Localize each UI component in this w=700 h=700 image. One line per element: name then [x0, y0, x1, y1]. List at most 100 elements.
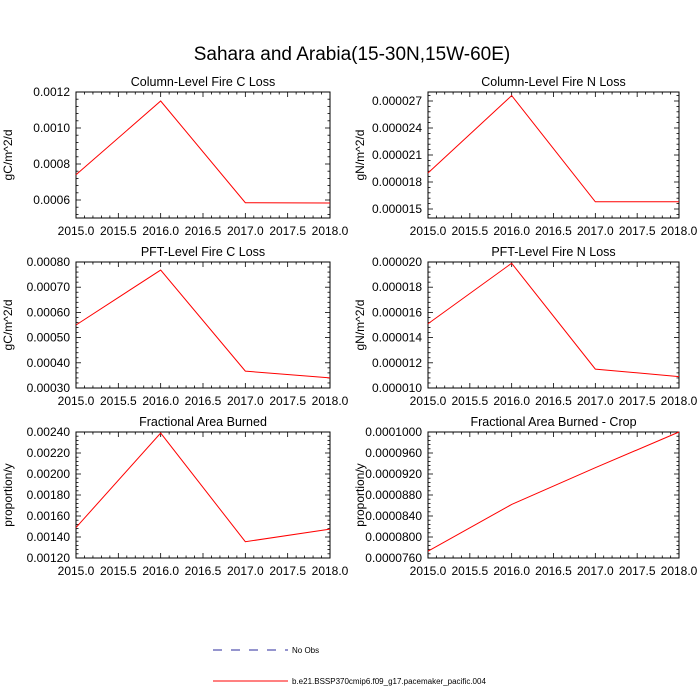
x-tick-label: 2017.5 [269, 564, 306, 578]
series-line [427, 262, 680, 378]
chart-panel-6: Fractional Area Burned - Crop 2015.0 2015.… [353, 415, 698, 578]
x-tick-label: 2018.0 [661, 224, 698, 238]
y-tick-label: 0.00180 [27, 488, 71, 502]
x-tick-label: 2016.5 [535, 564, 572, 578]
x-tick-label: 2015.5 [100, 564, 137, 578]
x-tick-label: 2015.5 [451, 564, 488, 578]
x-tick-label: 2015.5 [451, 394, 488, 408]
y-tick-label: 0.0000840 [365, 509, 422, 523]
panel-title: Fractional Area Burned [139, 415, 267, 429]
x-tick-label: 2018.0 [312, 224, 349, 238]
y-tick-label: 0.00050 [27, 331, 71, 345]
y-tick-label: 0.000027 [372, 94, 422, 108]
y-tick-label: 0.0000920 [365, 467, 422, 481]
series-line [75, 432, 331, 543]
series-line [427, 431, 680, 552]
x-tick-label: 2017.5 [619, 224, 656, 238]
y-tick-label: 0.0012 [33, 85, 70, 99]
x-tick-label: 2016.0 [142, 564, 179, 578]
x-tick-label: 2015.0 [58, 394, 95, 408]
x-tick-label: 2018.0 [661, 564, 698, 578]
legend-label-no-obs: No Obs [292, 646, 319, 655]
y-tick-label: 0.0000800 [365, 530, 422, 544]
panel-title: Column-Level Fire C Loss [131, 75, 276, 89]
y-tick-label: 0.00080 [27, 255, 71, 269]
y-axis-label: gC/m^2/d [1, 130, 15, 181]
x-tick-label: 2016.5 [185, 564, 222, 578]
x-tick-label: 2017.5 [619, 394, 656, 408]
x-tick-label: 2015.5 [451, 224, 488, 238]
x-tick-label: 2015.5 [100, 224, 137, 238]
plot-frame [75, 91, 331, 219]
chart-panel-4: PFT-Level Fire N Loss 2015.0 2015.5 2016.0 2… [353, 245, 698, 408]
x-tick-label: 2016.5 [185, 224, 222, 238]
x-tick-label: 2015.0 [410, 564, 447, 578]
chart-panel-1: Column-Level Fire C Loss 2015.0 2015.5 2016… [1, 75, 349, 238]
panel-title: Fractional Area Burned - Crop [470, 415, 636, 429]
series-line [427, 94, 679, 203]
x-tick-label: 2015.0 [410, 394, 447, 408]
x-tick-label: 2016.0 [493, 564, 530, 578]
y-tick-label: 0.00060 [27, 305, 71, 319]
y-tick-label: 0.000021 [372, 148, 422, 162]
x-tick-label: 2015.0 [410, 224, 447, 238]
y-tick-label: 0.000024 [372, 121, 422, 135]
x-tick-label: 2015.0 [58, 564, 95, 578]
y-tick-label: 0.00040 [27, 356, 71, 370]
chart-panel-3: PFT-Level Fire C Loss 2015.0 2015.5 2016.0 2… [1, 245, 349, 408]
plot-frame [427, 431, 680, 559]
series-line [75, 269, 331, 379]
panels: Column-Level Fire C Loss 2015.0 2015.5 2016… [1, 75, 698, 578]
x-tick-label: 2016.5 [185, 394, 222, 408]
y-axis-label: proportion/y [353, 463, 367, 526]
x-tick-label: 2017.5 [269, 394, 306, 408]
x-tick-label: 2016.5 [535, 224, 572, 238]
y-tick-label: 0.0010 [33, 121, 70, 135]
x-tick-label: 2017.0 [577, 564, 614, 578]
panel-title: PFT-Level Fire C Loss [141, 245, 265, 259]
x-tick-label: 2018.0 [312, 394, 349, 408]
x-tick-label: 2017.0 [227, 564, 264, 578]
x-tick-label: 2016.5 [535, 394, 572, 408]
y-tick-label: 0.000018 [372, 280, 422, 294]
y-tick-label: 0.00240 [27, 425, 71, 439]
y-tick-label: 0.00140 [27, 530, 71, 544]
x-tick-label: 2017.5 [269, 224, 306, 238]
y-tick-label: 0.00220 [27, 446, 71, 460]
plot-frame [75, 261, 331, 389]
legend-label-model: b.e21.BSSP370cmip6.f09_g17.pacemaker_pac… [292, 677, 486, 686]
x-tick-label: 2017.0 [577, 224, 614, 238]
y-tick-label: 0.000010 [372, 381, 422, 395]
x-tick-label: 2016.0 [493, 224, 530, 238]
y-tick-label: 0.000015 [372, 202, 422, 216]
y-axis-label: proportion/y [1, 463, 15, 526]
y-tick-label: 0.000012 [372, 356, 422, 370]
y-axis-label: gN/m^2/d [353, 130, 367, 181]
plot-frame [75, 431, 331, 559]
y-tick-label: 0.0000760 [365, 551, 422, 565]
legend: No Obs b.e21.BSSP370cmip6.f09_g17.pacema… [213, 646, 486, 686]
y-tick-label: 0.0001000 [365, 425, 422, 439]
y-tick-label: 0.000018 [372, 175, 422, 189]
y-tick-label: 0.00120 [27, 551, 71, 565]
panel-title: PFT-Level Fire N Loss [491, 245, 615, 259]
y-tick-label: 0.000014 [372, 331, 422, 345]
x-tick-label: 2017.0 [577, 394, 614, 408]
y-tick-label: 0.000020 [372, 255, 422, 269]
plot-frame [427, 91, 680, 219]
x-tick-label: 2017.0 [227, 224, 264, 238]
plot-frame [427, 261, 680, 389]
y-axis-label: gN/m^2/d [353, 300, 367, 351]
x-tick-label: 2018.0 [661, 394, 698, 408]
chart-panel-5: Fractional Area Burned 2015.0 2015.5 2016.0… [1, 415, 349, 578]
series-line [75, 100, 331, 204]
chart-panel-2: Column-Level Fire N Loss 2015.0 2015.5 2016… [353, 75, 698, 238]
x-tick-label: 2016.0 [142, 394, 179, 408]
panel-title: Column-Level Fire N Loss [481, 75, 626, 89]
y-tick-label: 0.000016 [372, 305, 422, 319]
x-tick-label: 2015.5 [100, 394, 137, 408]
x-tick-label: 2018.0 [312, 564, 349, 578]
x-tick-label: 2017.0 [227, 394, 264, 408]
y-tick-label: 0.0008 [33, 157, 70, 171]
